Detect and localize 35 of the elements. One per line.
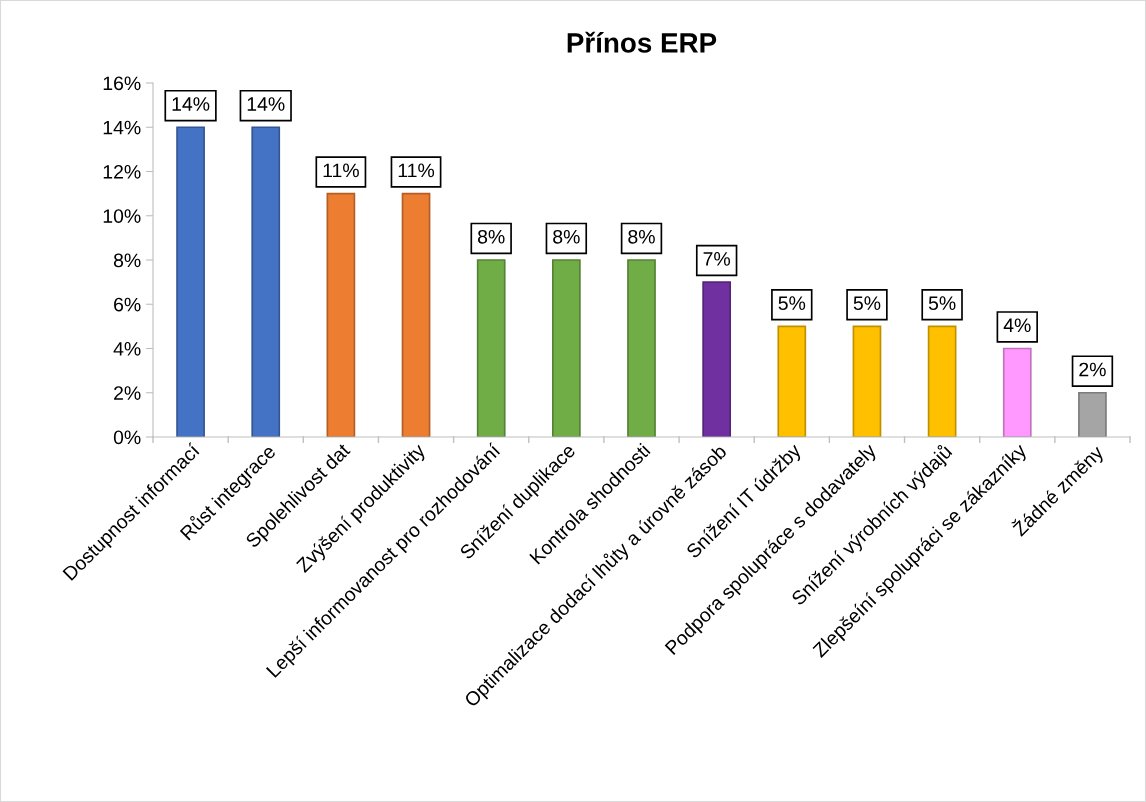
chart-title: Přínos ERP bbox=[567, 31, 717, 53]
y-tick-label: 14% bbox=[103, 120, 141, 135]
y-tick-label: 10% bbox=[103, 209, 141, 223]
bar bbox=[777, 325, 807, 437]
data-label: 5% bbox=[778, 296, 806, 311]
bar bbox=[1002, 347, 1032, 437]
data-label: 14% bbox=[172, 97, 210, 111]
bar bbox=[176, 126, 205, 437]
data-label: 5% bbox=[928, 296, 956, 311]
bar bbox=[476, 259, 506, 437]
data-label: 5% bbox=[853, 296, 881, 311]
data-label: 2% bbox=[1079, 362, 1106, 377]
data-label: 11% bbox=[323, 163, 359, 178]
bar bbox=[401, 192, 431, 437]
y-tick-label: 4% bbox=[113, 342, 141, 356]
y-tick-label: 8% bbox=[113, 253, 141, 268]
bar bbox=[852, 325, 882, 437]
bar bbox=[627, 259, 656, 437]
bar bbox=[927, 325, 957, 437]
data-label: 4% bbox=[1003, 318, 1031, 333]
bar bbox=[702, 281, 732, 437]
data-label: 8% bbox=[553, 229, 580, 244]
y-tick-label: 2% bbox=[114, 386, 141, 400]
data-label: 11% bbox=[398, 163, 435, 178]
data-label: 8% bbox=[628, 229, 655, 244]
y-tick-label: 16% bbox=[103, 76, 141, 91]
data-label: 8% bbox=[477, 229, 505, 244]
data-label: 7% bbox=[703, 252, 731, 266]
bar bbox=[551, 259, 581, 437]
bar bbox=[326, 192, 356, 437]
data-label: 14% bbox=[247, 97, 285, 111]
y-tick-label: 12% bbox=[103, 164, 141, 179]
bar bbox=[1078, 391, 1107, 437]
y-tick-label: 6% bbox=[114, 297, 141, 312]
bar bbox=[251, 126, 281, 437]
